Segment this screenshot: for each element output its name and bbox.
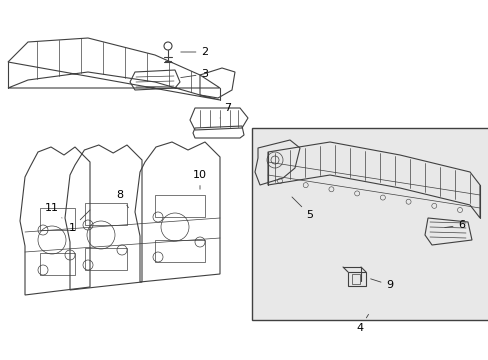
Bar	[347, 272, 365, 286]
Bar	[155, 195, 204, 217]
Text: 1: 1	[68, 210, 90, 233]
Text: 3: 3	[181, 69, 208, 79]
Text: 7: 7	[220, 103, 231, 118]
Text: 2: 2	[181, 47, 208, 57]
Bar	[40, 208, 75, 230]
Text: 6: 6	[444, 220, 465, 230]
Bar	[351, 274, 359, 284]
Bar	[85, 248, 127, 270]
Text: 9: 9	[370, 279, 393, 290]
Text: 11: 11	[45, 203, 62, 218]
Bar	[85, 203, 127, 225]
Text: 10: 10	[193, 170, 206, 189]
Text: 4: 4	[356, 314, 368, 333]
Bar	[251, 128, 488, 320]
Bar	[155, 240, 204, 262]
Text: 5: 5	[291, 197, 313, 220]
Bar	[40, 253, 75, 275]
Text: 8: 8	[116, 190, 128, 208]
